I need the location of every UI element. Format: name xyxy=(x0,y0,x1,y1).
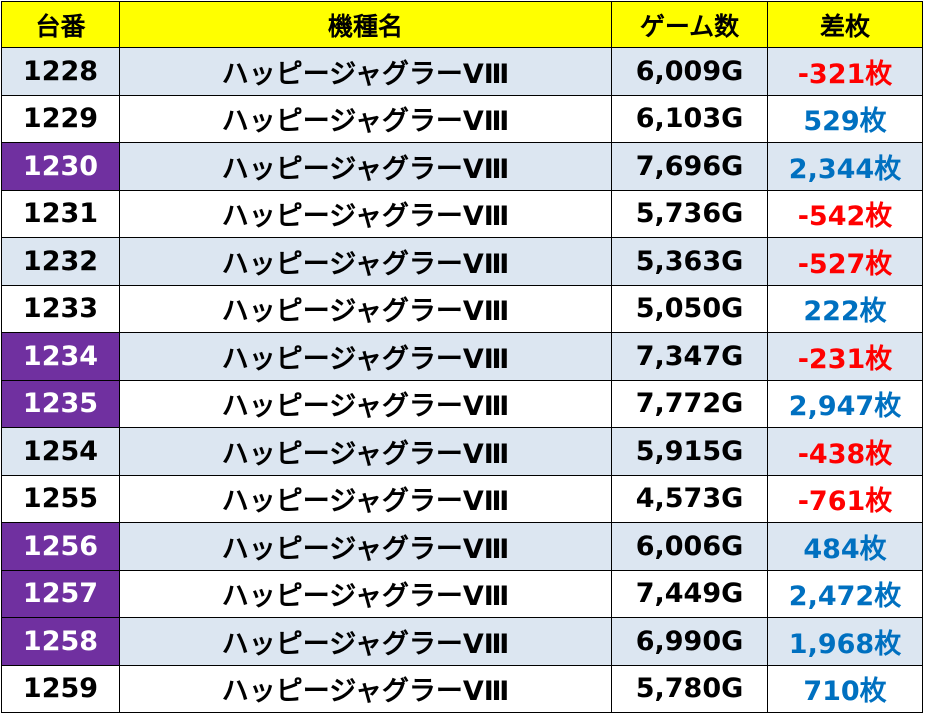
machine-number: 1230 xyxy=(1,142,120,191)
game-count: 5,915G xyxy=(611,427,768,476)
machine-number: 1254 xyxy=(1,427,120,476)
game-count: 7,449G xyxy=(611,569,768,618)
header-game-count: ゲーム数 xyxy=(611,1,768,48)
header-machine-number: 台番 xyxy=(1,1,120,48)
machine-name: ハッピージャグラーVⅢ xyxy=(119,474,612,523)
coin-difference: -321枚 xyxy=(767,47,923,96)
table-row: 1232 ハッピージャグラーVⅢ 5,363G -527枚 xyxy=(1,237,923,286)
table-row: 1233 ハッピージャグラーVⅢ 5,050G 222枚 xyxy=(1,284,923,333)
machine-number: 1256 xyxy=(1,522,120,571)
game-count: 5,050G xyxy=(611,284,768,333)
coin-difference: -761枚 xyxy=(767,474,923,523)
table-row: 1230 ハッピージャグラーVⅢ 7,696G 2,344枚 xyxy=(1,142,923,191)
table-row: 1229 ハッピージャグラーVⅢ 6,103G 529枚 xyxy=(1,94,923,143)
coin-difference: -438枚 xyxy=(767,427,923,476)
coin-difference: -542枚 xyxy=(767,189,923,238)
machine-number: 1228 xyxy=(1,47,120,96)
machine-name: ハッピージャグラーVⅢ xyxy=(119,379,612,428)
machine-name: ハッピージャグラーVⅢ xyxy=(119,617,612,666)
machine-name: ハッピージャグラーVⅢ xyxy=(119,47,612,96)
machine-number: 1257 xyxy=(1,569,120,618)
game-count: 5,736G xyxy=(611,189,768,238)
table-row: 1257 ハッピージャグラーVⅢ 7,449G 2,472枚 xyxy=(1,569,923,618)
machine-name: ハッピージャグラーVⅢ xyxy=(119,569,612,618)
machine-number: 1259 xyxy=(1,664,120,713)
game-count: 7,772G xyxy=(611,379,768,428)
machine-number: 1229 xyxy=(1,94,120,143)
table-row: 1254 ハッピージャグラーVⅢ 5,915G -438枚 xyxy=(1,427,923,476)
table-row: 1228 ハッピージャグラーVⅢ 6,009G -321枚 xyxy=(1,47,923,96)
coin-difference: 222枚 xyxy=(767,284,923,333)
machine-name: ハッピージャグラーVⅢ xyxy=(119,332,612,381)
header-machine-name: 機種名 xyxy=(119,1,612,48)
table-header: 台番 機種名 ゲーム数 差枚 xyxy=(1,1,923,48)
table-row: 1259 ハッピージャグラーVⅢ 5,780G 710枚 xyxy=(1,664,923,713)
machine-name: ハッピージャグラーVⅢ xyxy=(119,94,612,143)
machine-name: ハッピージャグラーVⅢ xyxy=(119,522,612,571)
header-coin-difference: 差枚 xyxy=(767,1,923,48)
coin-difference: 1,968枚 xyxy=(767,617,923,666)
machine-name: ハッピージャグラーVⅢ xyxy=(119,142,612,191)
machine-name: ハッピージャグラーVⅢ xyxy=(119,284,612,333)
table-row: 1231 ハッピージャグラーVⅢ 5,736G -542枚 xyxy=(1,189,923,238)
coin-difference: 484枚 xyxy=(767,522,923,571)
machine-number: 1235 xyxy=(1,379,120,428)
game-count: 7,347G xyxy=(611,332,768,381)
machine-number: 1258 xyxy=(1,617,120,666)
table-row: 1256 ハッピージャグラーVⅢ 6,006G 484枚 xyxy=(1,522,923,571)
coin-difference: 2,472枚 xyxy=(767,569,923,618)
header-row: 台番 機種名 ゲーム数 差枚 xyxy=(1,1,923,48)
coin-difference: -527枚 xyxy=(767,237,923,286)
table-row: 1255 ハッピージャグラーVⅢ 4,573G -761枚 xyxy=(1,474,923,523)
machine-number: 1233 xyxy=(1,284,120,333)
machine-number: 1234 xyxy=(1,332,120,381)
table-row: 1258 ハッピージャグラーVⅢ 6,990G 1,968枚 xyxy=(1,617,923,666)
game-count: 5,363G xyxy=(611,237,768,286)
coin-difference: 2,947枚 xyxy=(767,379,923,428)
table-row: 1234 ハッピージャグラーVⅢ 7,347G -231枚 xyxy=(1,332,923,381)
coin-difference: 529枚 xyxy=(767,94,923,143)
coin-difference: 710枚 xyxy=(767,664,923,713)
table-body: 1228 ハッピージャグラーVⅢ 6,009G -321枚 1229 ハッピージ… xyxy=(1,47,923,713)
coin-difference: -231枚 xyxy=(767,332,923,381)
game-count: 6,990G xyxy=(611,617,768,666)
game-count: 4,573G xyxy=(611,474,768,523)
coin-difference: 2,344枚 xyxy=(767,142,923,191)
machine-number: 1255 xyxy=(1,474,120,523)
machine-name: ハッピージャグラーVⅢ xyxy=(119,189,612,238)
machine-number: 1232 xyxy=(1,237,120,286)
machine-name: ハッピージャグラーVⅢ xyxy=(119,427,612,476)
machine-name: ハッピージャグラーVⅢ xyxy=(119,664,612,713)
game-count: 6,103G xyxy=(611,94,768,143)
game-count: 7,696G xyxy=(611,142,768,191)
table-row: 1235 ハッピージャグラーVⅢ 7,772G 2,947枚 xyxy=(1,379,923,428)
machine-name: ハッピージャグラーVⅢ xyxy=(119,237,612,286)
machine-number: 1231 xyxy=(1,189,120,238)
game-count: 6,006G xyxy=(611,522,768,571)
game-count: 5,780G xyxy=(611,664,768,713)
game-count: 6,009G xyxy=(611,47,768,96)
